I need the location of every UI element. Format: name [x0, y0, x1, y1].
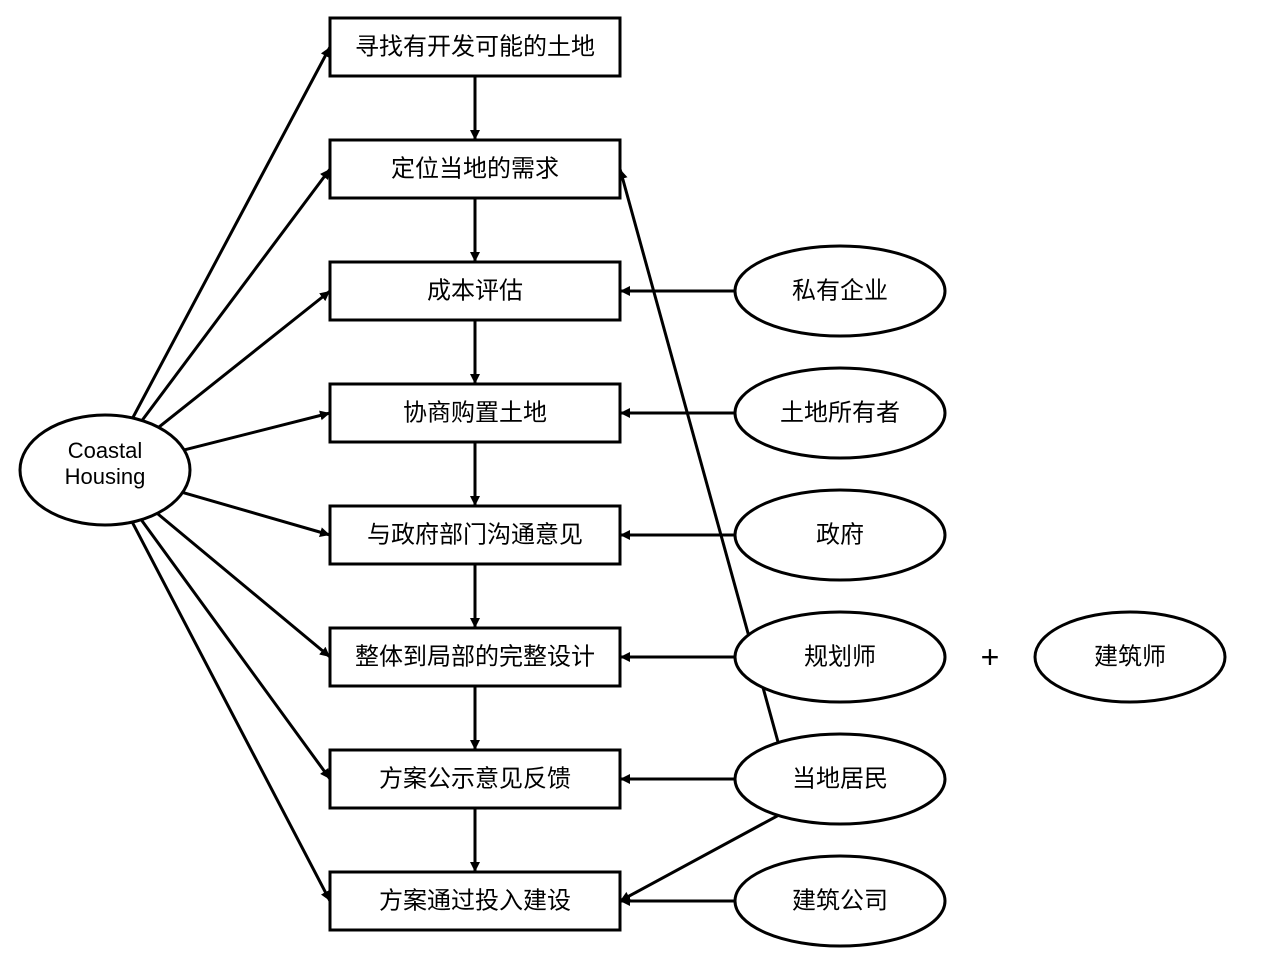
src-arrow-p6 [157, 513, 330, 657]
process-box-label-p1: 寻找有开发可能的土地 [355, 34, 595, 61]
actor-label-a1: 私有企业 [792, 278, 888, 305]
actor-label-a7: 建筑师 [1094, 644, 1166, 671]
actor-label-a5: 当地居民 [792, 766, 888, 793]
src-arrow-p2 [142, 169, 330, 420]
actor-label-a3: 政府 [816, 522, 864, 549]
src-arrow-p3 [159, 291, 330, 427]
process-box-label-p5: 与政府部门沟通意见 [367, 522, 583, 549]
src-arrow-p5 [183, 492, 330, 535]
process-box-label-p3: 成本评估 [427, 278, 523, 305]
src-arrow-p1 [133, 47, 330, 418]
actor-label-a4: 规划师 [804, 644, 876, 671]
process-box-label-p7: 方案公示意见反馈 [379, 766, 571, 793]
plus-sign: + [981, 639, 1000, 675]
source-label: CoastalHousing [65, 438, 146, 489]
flowchart-canvas: 寻找有开发可能的土地定位当地的需求成本评估协商购置土地与政府部门沟通意见整体到局… [0, 0, 1280, 974]
actor-label-a2: 土地所有者 [780, 400, 900, 427]
process-box-label-p2: 定位当地的需求 [391, 156, 559, 183]
src-arrow-p8 [132, 522, 330, 901]
actor-label-a6: 建筑公司 [792, 888, 888, 915]
process-box-label-p4: 协商购置土地 [403, 400, 547, 427]
src-arrow-p4 [184, 413, 330, 450]
process-box-label-p6: 整体到局部的完整设计 [355, 644, 595, 671]
process-box-label-p8: 方案通过投入建设 [379, 888, 571, 915]
src-arrow-p7 [141, 520, 330, 779]
